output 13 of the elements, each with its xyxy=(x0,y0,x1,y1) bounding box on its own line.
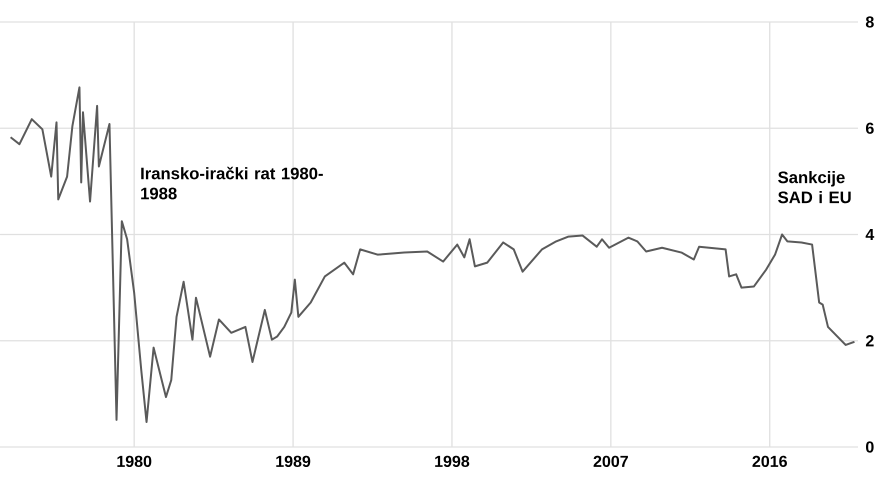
y-tick-label: 2 xyxy=(866,335,874,346)
x-tick-label: 1980 xyxy=(117,456,152,468)
line-series xyxy=(10,86,856,424)
x-tick-label: 1998 xyxy=(435,456,470,468)
annotation: Sankcije SAD i EU xyxy=(778,170,851,204)
x-tick-label: 2007 xyxy=(594,456,628,468)
x-tick-label: 1989 xyxy=(276,456,310,468)
x-tick-label: 2016 xyxy=(752,456,787,468)
y-tick-label: 4 xyxy=(866,228,874,240)
y-tick-label: 8 xyxy=(866,16,874,28)
y-tick-label: 6 xyxy=(866,122,874,134)
annotation: Iransko-irački rat 1980-1988 xyxy=(141,166,323,200)
y-tick-label: 0 xyxy=(866,441,874,453)
